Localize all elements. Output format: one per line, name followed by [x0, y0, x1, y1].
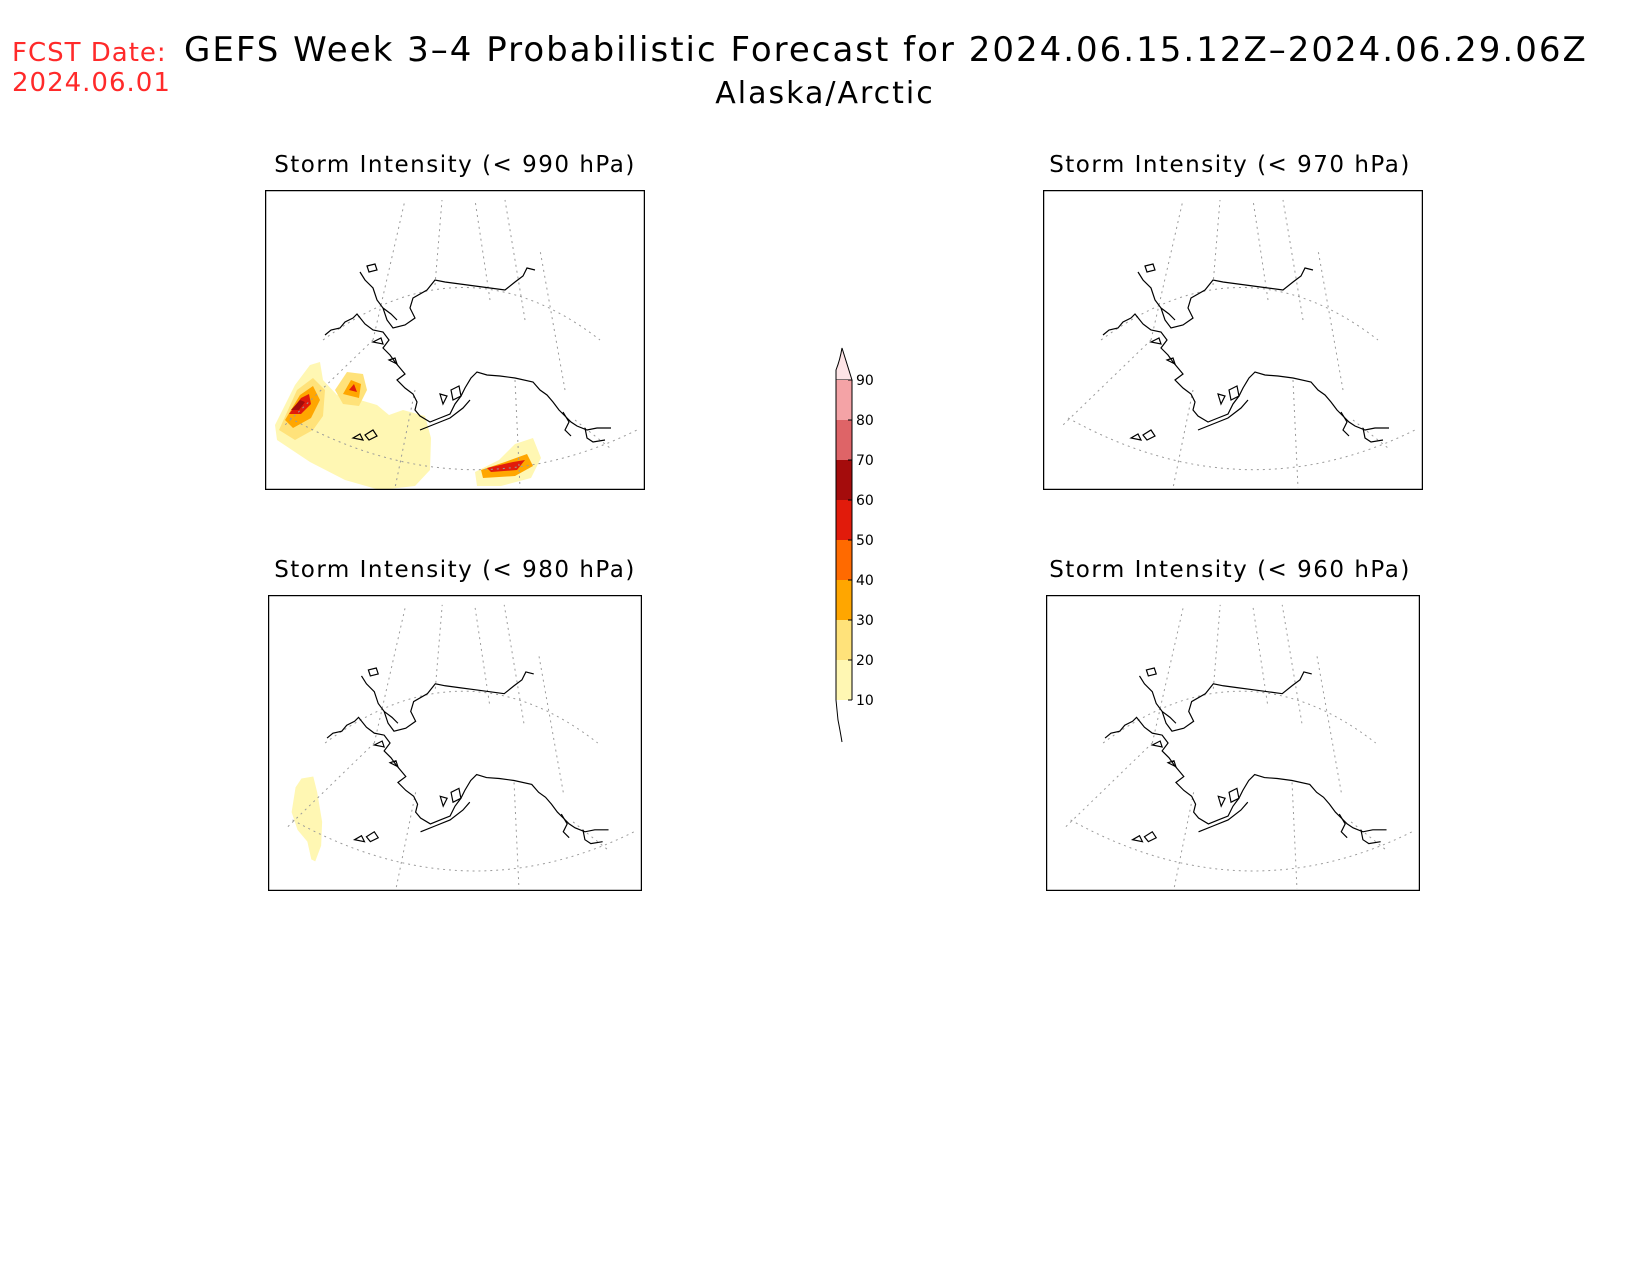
colorbar-label-50: 50 [856, 533, 874, 549]
colorbar-swatch-80-90 [836, 380, 852, 420]
colorbar-label-10: 10 [856, 693, 874, 709]
colorbar-extend-bottom [835, 699, 843, 743]
fcst-date-label: FCST Date: [12, 38, 167, 68]
colorbar-swatch-30-40 [836, 580, 852, 620]
colorbar-swatch-20-30 [836, 620, 852, 660]
panel-title-960: Storm Intensity (< 960 hPa) [1049, 557, 1411, 583]
map-panel-970 [1043, 190, 1423, 490]
map-panel-990 [265, 190, 645, 490]
panel-title-970: Storm Intensity (< 970 hPa) [1049, 152, 1411, 178]
colorbar-swatch-40-50 [836, 540, 852, 580]
colorbar-swatch-50-60 [836, 500, 852, 540]
colorbar-label-70: 70 [856, 453, 874, 469]
colorbar-label-40: 40 [856, 573, 874, 589]
fcst-date-value: 2024.06.01 [12, 68, 171, 98]
colorbar-label-60: 60 [856, 493, 874, 509]
region-subtitle: Alaska/Arctic [715, 76, 935, 111]
page-title: GEFS Week 3–4 Probabilistic Forecast for… [184, 30, 1588, 70]
colorbar-label-30: 30 [856, 613, 874, 629]
colorbar-swatch-70-80 [836, 420, 852, 460]
colorbar-swatch-60-70 [836, 460, 852, 500]
colorbar-swatch-10-20 [836, 660, 852, 700]
colorbar-label-90: 90 [856, 373, 874, 389]
map-panel-960 [1046, 595, 1420, 891]
colorbar-extend-top [835, 347, 853, 381]
colorbar-label-80: 80 [856, 413, 874, 429]
probability-shading-980 [291, 776, 323, 862]
probability-shading-990 [275, 362, 541, 490]
panel-title-990: Storm Intensity (< 990 hPa) [274, 152, 636, 178]
panel-title-980: Storm Intensity (< 980 hPa) [274, 557, 636, 583]
colorbar-label-20: 20 [856, 653, 874, 669]
probability-colorbar: 90 80 70 60 50 40 30 20 10 [800, 330, 880, 754]
map-panel-980 [268, 595, 642, 891]
